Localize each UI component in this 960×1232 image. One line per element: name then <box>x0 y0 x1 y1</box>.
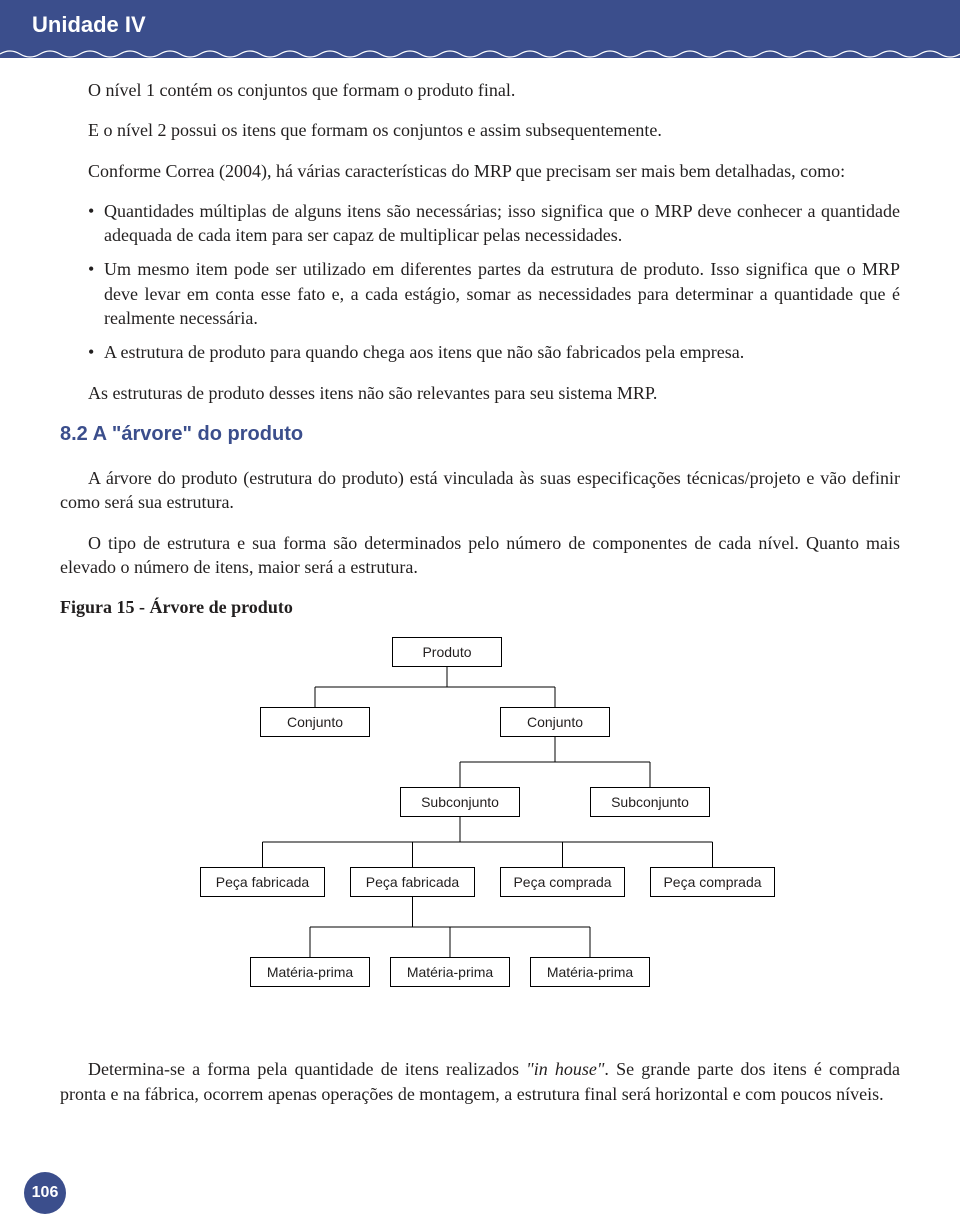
figure-label: Figura 15 - Árvore de produto <box>60 595 900 619</box>
tree-node: Peça fabricada <box>200 867 325 897</box>
italic-text: "in house" <box>526 1059 604 1079</box>
bullet-item: A estrutura de produto para quando chega… <box>88 340 900 364</box>
paragraph: Determina-se a forma pela quantidade de … <box>60 1057 900 1106</box>
unit-header: Unidade IV <box>0 0 960 46</box>
tree-node: Peça comprada <box>650 867 775 897</box>
bullet-item: Um mesmo item pode ser utilizado em dife… <box>88 257 900 330</box>
tree-node: Subconjunto <box>590 787 710 817</box>
tree-node: Conjunto <box>500 707 610 737</box>
text-run: Determina-se a forma pela quantidade de … <box>88 1059 526 1079</box>
bullet-item: Quantidades múltiplas de alguns itens sã… <box>88 199 900 248</box>
tree-node: Produto <box>392 637 502 667</box>
wave-decoration <box>0 46 960 58</box>
paragraph: E o nível 2 possui os itens que formam o… <box>60 118 900 142</box>
section-heading: 8.2 A "árvore" do produto <box>60 421 900 448</box>
tree-node: Matéria-prima <box>250 957 370 987</box>
tree-node: Subconjunto <box>400 787 520 817</box>
paragraph: As estruturas de produto desses itens nã… <box>60 381 900 405</box>
tree-node: Conjunto <box>260 707 370 737</box>
tree-node: Matéria-prima <box>530 957 650 987</box>
page-content: O nível 1 contém os conjuntos que formam… <box>0 58 960 1106</box>
page-number: 106 <box>32 1184 59 1202</box>
tree-node: Matéria-prima <box>390 957 510 987</box>
paragraph: A árvore do produto (estrutura do produt… <box>60 466 900 515</box>
tree-node: Peça comprada <box>500 867 625 897</box>
unit-title: Unidade IV <box>32 12 146 37</box>
paragraph: O nível 1 contém os conjuntos que formam… <box>60 78 900 102</box>
product-tree-diagram: Produto Conjunto Conjunto Subconjunto Subcon… <box>140 637 820 1037</box>
tree-node: Peça fabricada <box>350 867 475 897</box>
bullet-list: Quantidades múltiplas de alguns itens sã… <box>60 199 900 365</box>
paragraph: Conforme Correa (2004), há várias caract… <box>60 159 900 183</box>
page-number-badge: 106 <box>24 1172 66 1214</box>
paragraph: O tipo de estrutura e sua forma são dete… <box>60 531 900 580</box>
